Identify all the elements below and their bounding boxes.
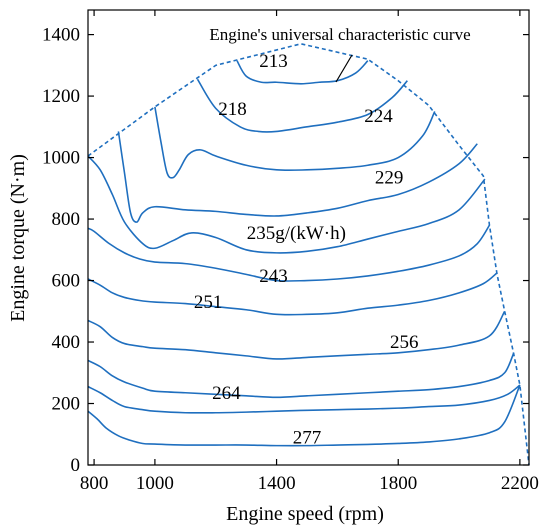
contour-curve-10 — [87, 384, 521, 414]
y-axis-title: Engine torque (N·m) — [7, 154, 29, 322]
curve-value-label: 224 — [364, 106, 393, 127]
contour-curve-8 — [87, 310, 506, 360]
curve-value-label: 277 — [293, 427, 322, 448]
y-tick-label: 1000 — [42, 148, 80, 169]
y-tick-label: 1400 — [42, 25, 80, 46]
contour-curve-1 — [236, 60, 369, 85]
x-axis-title: Engine speed (rpm) — [226, 503, 384, 525]
x-tick-label: 1000 — [136, 473, 174, 494]
envelope-line — [87, 42, 530, 466]
curve-value-label: 251 — [194, 292, 223, 313]
contour-curve-2 — [196, 78, 408, 133]
curve-value-label: 256 — [390, 332, 419, 353]
y-tick-label: 200 — [52, 394, 81, 415]
y-tick-label: 0 — [71, 455, 81, 476]
x-tick-label: 1800 — [379, 473, 417, 494]
y-tick-label: 1200 — [42, 86, 80, 107]
contour-curve-3 — [154, 106, 436, 179]
curve-value-label: 229 — [375, 168, 404, 189]
x-tick-label: 1400 — [258, 473, 296, 494]
x-tick-label: 800 — [80, 473, 109, 494]
curve-value-label: 218 — [218, 99, 247, 120]
x-tick-label: 2200 — [501, 473, 539, 494]
curve-value-label: 264 — [212, 383, 241, 404]
contour-curve-9 — [87, 352, 515, 399]
y-tick-label: 400 — [52, 332, 81, 353]
contour-curve-7 — [87, 272, 498, 316]
contour-curve-6 — [87, 224, 491, 282]
y-tick-label: 600 — [52, 271, 81, 292]
contour-curve-11 — [87, 384, 521, 447]
contour-curve-4 — [117, 131, 478, 223]
max-torque-envelope — [87, 42, 530, 466]
chart-annotation: Engine's universal characteristic curve — [209, 25, 470, 44]
annotation-leader-line — [335, 54, 353, 83]
curve-value-label: 213 — [259, 51, 288, 72]
axis-ticks: 800 1000 1400 1800 2200 0 200 400 600 800 1000 1200… — [42, 10, 539, 494]
curve-labels: 213 218 224 229 235g/(kW·h) 243 251 256 264 277 — [194, 51, 419, 449]
contour-curve-5 — [87, 155, 486, 254]
contour-curves — [87, 60, 521, 447]
curve-value-label: 243 — [259, 266, 288, 287]
y-tick-label: 800 — [52, 209, 81, 230]
plot-frame — [87, 9, 530, 466]
curve-value-label: 235g/(kW·h) — [247, 223, 346, 244]
